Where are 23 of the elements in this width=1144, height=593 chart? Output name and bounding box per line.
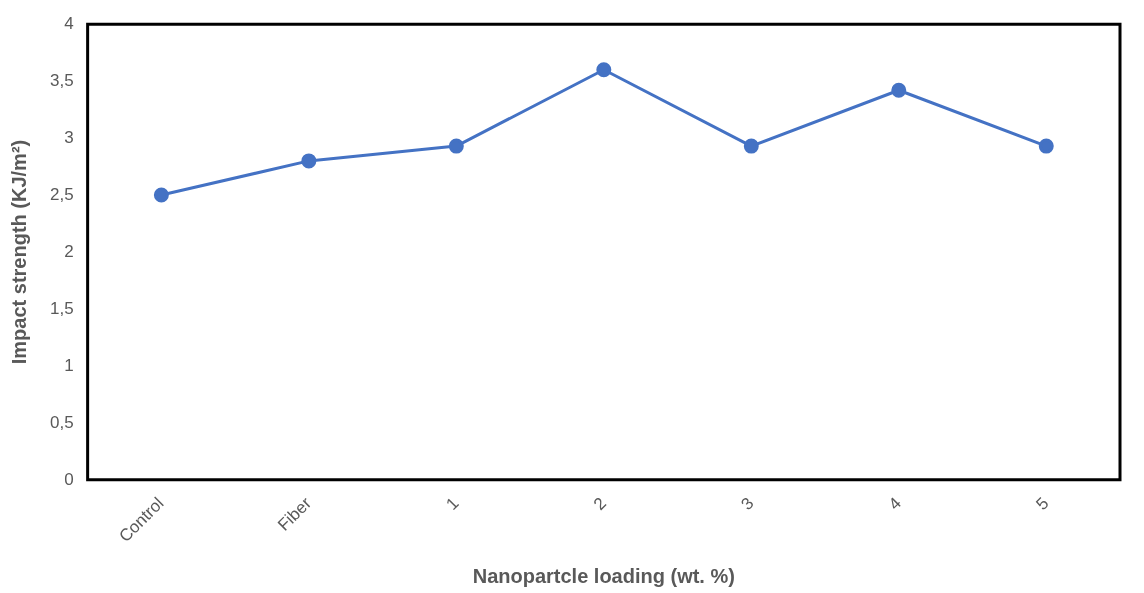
point — [301, 153, 317, 169]
x-tick-label: 4 — [884, 493, 905, 514]
point — [596, 62, 612, 78]
y-axis-title: Impact strength (KJ/m²) — [7, 139, 30, 365]
x-tick-label: 3 — [737, 493, 758, 514]
x-tick-label: 2 — [589, 493, 610, 514]
point — [1038, 138, 1054, 154]
x-tick-label: 5 — [1032, 493, 1053, 514]
y-tick-label: 1 — [64, 355, 74, 375]
y-tick-label: 1,5 — [49, 298, 74, 318]
x-axis-title: Nanopartcle loading (wt. %) — [472, 564, 735, 587]
y-tick-label: 2,5 — [49, 184, 74, 204]
y-tick-label: 2 — [64, 241, 74, 261]
point — [153, 187, 169, 203]
y-tick-label: 0,5 — [49, 412, 74, 432]
y-tick-label: 0 — [64, 469, 74, 489]
y-tick-label: 3 — [64, 127, 74, 147]
y-tick-label: 4 — [64, 13, 74, 33]
x-tick-label: 1 — [442, 493, 463, 514]
y-tick-label: 3,5 — [49, 70, 74, 90]
point — [891, 82, 907, 98]
point — [448, 138, 464, 154]
point — [743, 138, 759, 154]
